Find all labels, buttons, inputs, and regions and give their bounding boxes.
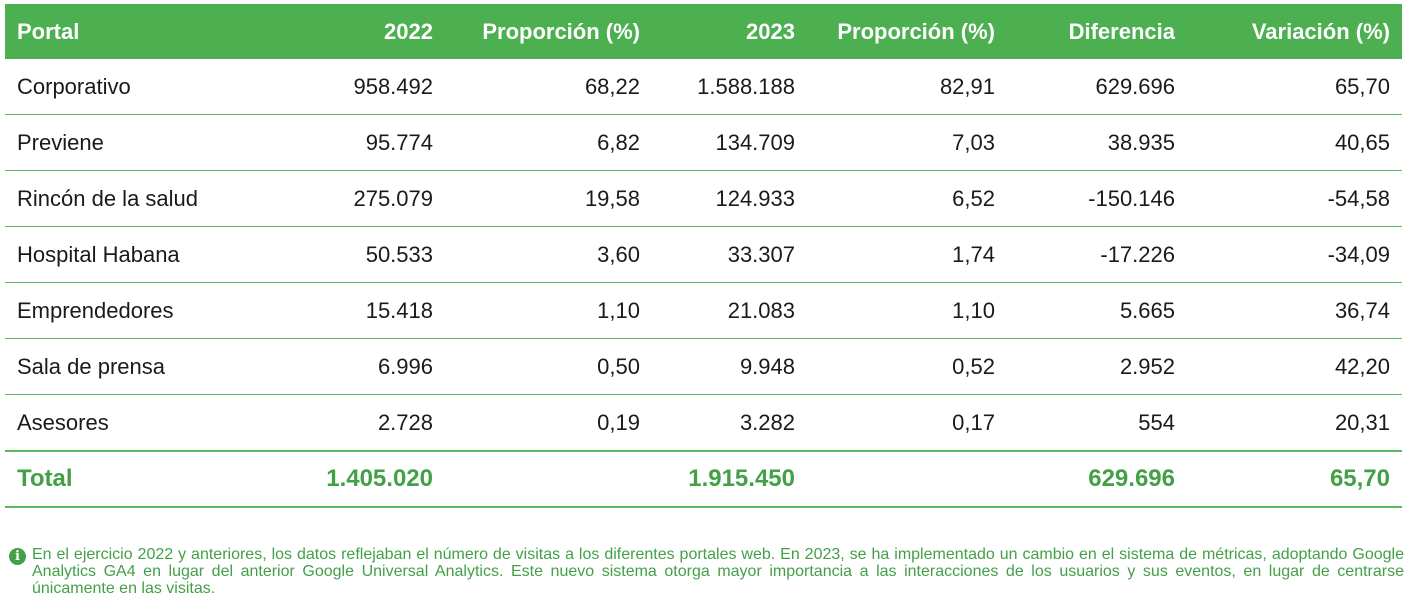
cell-diferencia: 5.665 bbox=[1007, 282, 1187, 339]
cell-diferencia: 38.935 bbox=[1007, 114, 1187, 171]
total-label: Total bbox=[5, 450, 260, 508]
cell-2022: 275.079 bbox=[260, 170, 445, 227]
total-2023: 1.915.450 bbox=[652, 450, 807, 508]
footnote-text: En el ejercicio 2022 y anteriores, los d… bbox=[32, 546, 1404, 597]
table-row: Asesores 2.728 0,19 3.282 0,17 554 20,31 bbox=[5, 394, 1402, 452]
table-row: Previene 95.774 6,82 134.709 7,03 38.935… bbox=[5, 114, 1402, 171]
cell-portal: Sala de prensa bbox=[5, 338, 260, 395]
info-icon: i bbox=[9, 548, 26, 565]
cell-proporcion-2022: 19,58 bbox=[445, 170, 652, 227]
cell-proporcion-2023: 0,17 bbox=[807, 394, 1007, 452]
cell-2022: 958.492 bbox=[260, 59, 445, 115]
cell-diferencia: 2.952 bbox=[1007, 338, 1187, 395]
cell-proporcion-2022: 1,10 bbox=[445, 282, 652, 339]
table-row: Hospital Habana 50.533 3,60 33.307 1,74 … bbox=[5, 226, 1402, 283]
cell-proporcion-2022: 0,50 bbox=[445, 338, 652, 395]
header-2023: 2023 bbox=[652, 4, 807, 59]
cell-variacion: 65,70 bbox=[1187, 59, 1402, 115]
table-total-row: Total 1.405.020 1.915.450 629.696 65,70 bbox=[5, 450, 1402, 508]
cell-diferencia: -150.146 bbox=[1007, 170, 1187, 227]
total-proporcion-2023 bbox=[807, 450, 1007, 508]
cell-proporcion-2023: 82,91 bbox=[807, 59, 1007, 115]
table-row: Corporativo 958.492 68,22 1.588.188 82,9… bbox=[5, 59, 1402, 115]
cell-proporcion-2023: 1,74 bbox=[807, 226, 1007, 283]
cell-variacion: -54,58 bbox=[1187, 170, 1402, 227]
cell-2023: 1.588.188 bbox=[652, 59, 807, 115]
cell-2022: 2.728 bbox=[260, 394, 445, 452]
cell-2023: 33.307 bbox=[652, 226, 807, 283]
cell-diferencia: 629.696 bbox=[1007, 59, 1187, 115]
header-diferencia: Diferencia bbox=[1007, 4, 1187, 59]
cell-proporcion-2022: 3,60 bbox=[445, 226, 652, 283]
cell-variacion: 20,31 bbox=[1187, 394, 1402, 452]
total-proporcion-2022 bbox=[445, 450, 652, 508]
total-2022: 1.405.020 bbox=[260, 450, 445, 508]
cell-portal: Rincón de la salud bbox=[5, 170, 260, 227]
cell-variacion: 36,74 bbox=[1187, 282, 1402, 339]
cell-proporcion-2023: 6,52 bbox=[807, 170, 1007, 227]
cell-2022: 15.418 bbox=[260, 282, 445, 339]
table-row: Sala de prensa 6.996 0,50 9.948 0,52 2.9… bbox=[5, 338, 1402, 395]
cell-proporcion-2022: 68,22 bbox=[445, 59, 652, 115]
cell-diferencia: 554 bbox=[1007, 394, 1187, 452]
total-diferencia: 629.696 bbox=[1007, 450, 1187, 508]
cell-portal: Hospital Habana bbox=[5, 226, 260, 283]
cell-proporcion-2023: 0,52 bbox=[807, 338, 1007, 395]
header-2022: 2022 bbox=[260, 4, 445, 59]
table-row: Emprendedores 15.418 1,10 21.083 1,10 5.… bbox=[5, 282, 1402, 339]
cell-proporcion-2023: 1,10 bbox=[807, 282, 1007, 339]
header-proporcion-2022: Proporción (%) bbox=[445, 4, 652, 59]
table-row: Rincón de la salud 275.079 19,58 124.933… bbox=[5, 170, 1402, 227]
header-portal: Portal bbox=[5, 4, 260, 59]
cell-variacion: -34,09 bbox=[1187, 226, 1402, 283]
cell-proporcion-2022: 6,82 bbox=[445, 114, 652, 171]
table-header-row: Portal 2022 Proporción (%) 2023 Proporci… bbox=[5, 4, 1402, 59]
cell-2022: 6.996 bbox=[260, 338, 445, 395]
cell-diferencia: -17.226 bbox=[1007, 226, 1187, 283]
header-variacion: Variación (%) bbox=[1187, 4, 1402, 59]
cell-variacion: 40,65 bbox=[1187, 114, 1402, 171]
cell-2023: 134.709 bbox=[652, 114, 807, 171]
cell-portal: Corporativo bbox=[5, 59, 260, 115]
cell-2022: 50.533 bbox=[260, 226, 445, 283]
total-variacion: 65,70 bbox=[1187, 450, 1402, 508]
cell-portal: Previene bbox=[5, 114, 260, 171]
cell-proporcion-2022: 0,19 bbox=[445, 394, 652, 452]
cell-variacion: 42,20 bbox=[1187, 338, 1402, 395]
cell-2023: 3.282 bbox=[652, 394, 807, 452]
portal-visits-table: Portal 2022 Proporción (%) 2023 Proporci… bbox=[5, 4, 1402, 508]
cell-portal: Asesores bbox=[5, 394, 260, 452]
portal-visits-table-wrapper: Portal 2022 Proporción (%) 2023 Proporci… bbox=[5, 4, 1402, 508]
cell-proporcion-2023: 7,03 bbox=[807, 114, 1007, 171]
cell-2023: 124.933 bbox=[652, 170, 807, 227]
cell-portal: Emprendedores bbox=[5, 282, 260, 339]
header-proporcion-2023: Proporción (%) bbox=[807, 4, 1007, 59]
footnote: i En el ejercicio 2022 y anteriores, los… bbox=[9, 546, 1404, 597]
cell-2022: 95.774 bbox=[260, 114, 445, 171]
cell-2023: 9.948 bbox=[652, 338, 807, 395]
cell-2023: 21.083 bbox=[652, 282, 807, 339]
